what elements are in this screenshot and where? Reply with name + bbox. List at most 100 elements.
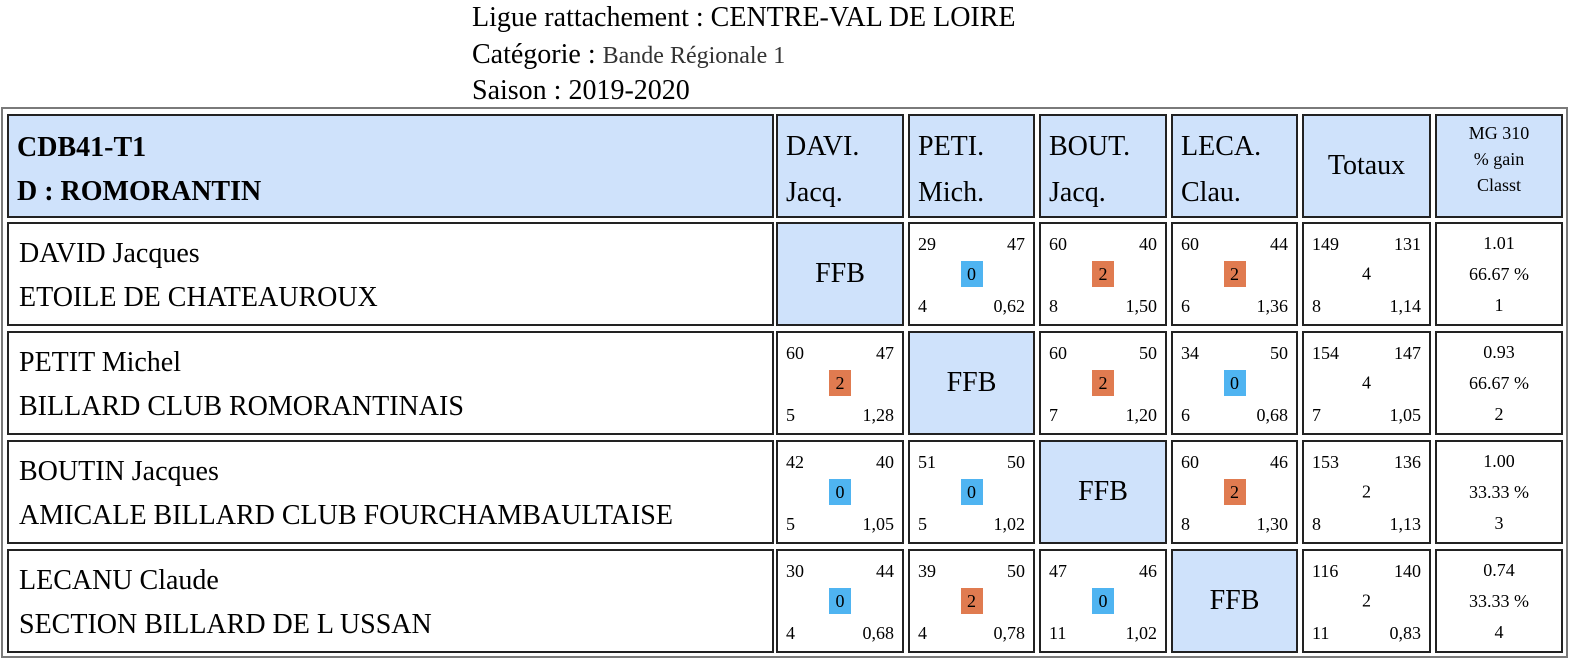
points-conceded: 40 <box>876 452 894 472</box>
match-result-badge: 2 <box>1223 479 1246 505</box>
points-scored: 60 <box>1181 234 1199 254</box>
innings: 5 <box>786 514 795 534</box>
column-header-name: LECA. <box>1181 131 1262 162</box>
points-scored: 29 <box>918 234 936 254</box>
total-match-points: 4 <box>1362 263 1371 284</box>
points-scored: 47 <box>1049 561 1067 581</box>
win-percentage: 33.33 % <box>1469 482 1529 502</box>
total-innings: 11 <box>1312 623 1330 643</box>
total-match-points: 4 <box>1362 372 1371 393</box>
column-header-4: LECA. Clau. <box>1171 114 1298 218</box>
innings: 5 <box>786 405 795 425</box>
average: 0,68 <box>1256 405 1289 425</box>
saison-value: 2019-2020 <box>568 75 690 106</box>
general-average: 1.01 <box>1483 233 1515 253</box>
points-scored: 51 <box>918 452 936 472</box>
ffb-cell: FFB <box>908 331 1035 435</box>
innings: 4 <box>918 623 927 643</box>
total-points: 116 <box>1312 561 1339 581</box>
match-score-cell: 60 46 2 8 1,30 <box>1171 440 1298 544</box>
total-conceded: 131 <box>1394 234 1421 254</box>
saison-label: Saison : <box>472 75 562 106</box>
innings: 8 <box>1181 514 1190 534</box>
totaux-header: Totaux <box>1302 114 1431 218</box>
match-score-cell: 60 40 2 8 1,50 <box>1039 222 1167 326</box>
total-innings: 8 <box>1312 514 1321 534</box>
total-match-points: 2 <box>1362 481 1371 502</box>
innings: 4 <box>786 623 795 643</box>
mg-cell: 0.74 33.33 % 4 <box>1435 549 1563 653</box>
total-points: 149 <box>1312 234 1339 254</box>
column-header-firstname: Mich. <box>918 177 985 208</box>
ranking: 2 <box>1494 404 1504 424</box>
ligue-label: Ligue rattachement : <box>472 2 704 33</box>
match-score-cell: 60 44 2 6 1,36 <box>1171 222 1298 326</box>
match-score-cell: 47 46 0 11 1,02 <box>1039 549 1167 653</box>
total-innings: 8 <box>1312 296 1321 316</box>
total-average: 1,05 <box>1389 405 1422 425</box>
match-score-cell: 34 50 0 6 0,68 <box>1171 331 1298 435</box>
totals-cell: 149 131 4 8 1,14 <box>1302 222 1431 326</box>
innings: 7 <box>1049 405 1058 425</box>
total-average: 1,13 <box>1389 514 1422 534</box>
ranking: 4 <box>1494 622 1504 642</box>
team-header-cell: CDB41-T1 D : ROMORANTIN <box>7 114 774 218</box>
match-result-badge: 2 <box>829 370 851 396</box>
points-conceded: 47 <box>1007 234 1025 254</box>
totals-cell: 154 147 4 7 1,05 <box>1302 331 1431 435</box>
points-conceded: 50 <box>1007 452 1025 472</box>
mg-cell: 1.00 33.33 % 3 <box>1435 440 1563 544</box>
total-conceded: 147 <box>1394 343 1421 363</box>
match-score-cell: 39 50 2 4 0,78 <box>908 549 1035 653</box>
total-conceded: 140 <box>1394 561 1421 581</box>
mg-cell: 1.01 66.67 % 1 <box>1435 222 1563 326</box>
match-result-badge: 0 <box>829 479 851 505</box>
match-result-badge: 0 <box>1223 370 1246 396</box>
match-score-cell: 51 50 0 5 1,02 <box>908 440 1035 544</box>
average: 0,62 <box>993 296 1026 316</box>
totals-cell: 116 140 2 11 0,83 <box>1302 549 1431 653</box>
column-header-firstname: Jacq. <box>786 177 843 208</box>
general-average: 0.74 <box>1483 560 1515 580</box>
innings: 8 <box>1049 296 1058 316</box>
points-conceded: 50 <box>1270 343 1288 363</box>
team-code: CDB41-T1 <box>17 132 147 163</box>
average: 0,68 <box>862 623 895 643</box>
column-header-1: DAVI. Jacq. <box>776 114 904 218</box>
team-city: D : ROMORANTIN <box>17 176 262 207</box>
total-points: 154 <box>1312 343 1339 363</box>
categorie-label: Catégorie : <box>472 38 596 70</box>
innings: 4 <box>918 296 927 316</box>
average: 1,28 <box>862 405 895 425</box>
match-result-badge: 2 <box>1092 370 1114 396</box>
mg-header-line: MG 310 <box>1468 123 1530 143</box>
player-club: AMICALE BILLARD CLUB FOURCHAMBAULTAISE <box>19 500 673 531</box>
column-header-name: BOUT. <box>1049 131 1131 162</box>
total-average: 0,83 <box>1389 623 1422 643</box>
player-name: LECANU Claude <box>19 565 219 596</box>
match-score-cell: 60 47 2 5 1,28 <box>776 331 904 435</box>
ranking: 3 <box>1494 513 1504 533</box>
average: 1,02 <box>993 514 1026 534</box>
points-conceded: 44 <box>1270 234 1288 254</box>
general-average: 0.93 <box>1483 342 1515 362</box>
player-club: ETOILE DE CHATEAUROUX <box>19 282 378 313</box>
points-scored: 39 <box>918 561 936 581</box>
points-conceded: 40 <box>1139 234 1157 254</box>
match-result-badge: 2 <box>1092 261 1114 287</box>
innings: 11 <box>1049 623 1067 643</box>
player-name: BOUTIN Jacques <box>19 456 219 487</box>
points-scored: 60 <box>1049 343 1067 363</box>
ligue-value: CENTRE-VAL DE LOIRE <box>710 2 1016 33</box>
player-name: PETIT Michel <box>19 347 182 378</box>
innings: 5 <box>918 514 927 534</box>
average: 1,50 <box>1125 296 1158 316</box>
match-result-badge: 2 <box>960 588 983 614</box>
match-result-badge: 0 <box>1092 588 1114 614</box>
average: 1,20 <box>1125 405 1158 425</box>
player-cell: DAVID Jacques ETOILE DE CHATEAUROUX <box>7 222 774 326</box>
mg-header: MG 310 % gain Classt <box>1435 114 1563 218</box>
page-header: Ligue rattachement : CENTRE-VAL DE LOIRE… <box>472 0 1016 110</box>
match-result-badge: 0 <box>960 261 983 287</box>
points-conceded: 50 <box>1007 561 1025 581</box>
